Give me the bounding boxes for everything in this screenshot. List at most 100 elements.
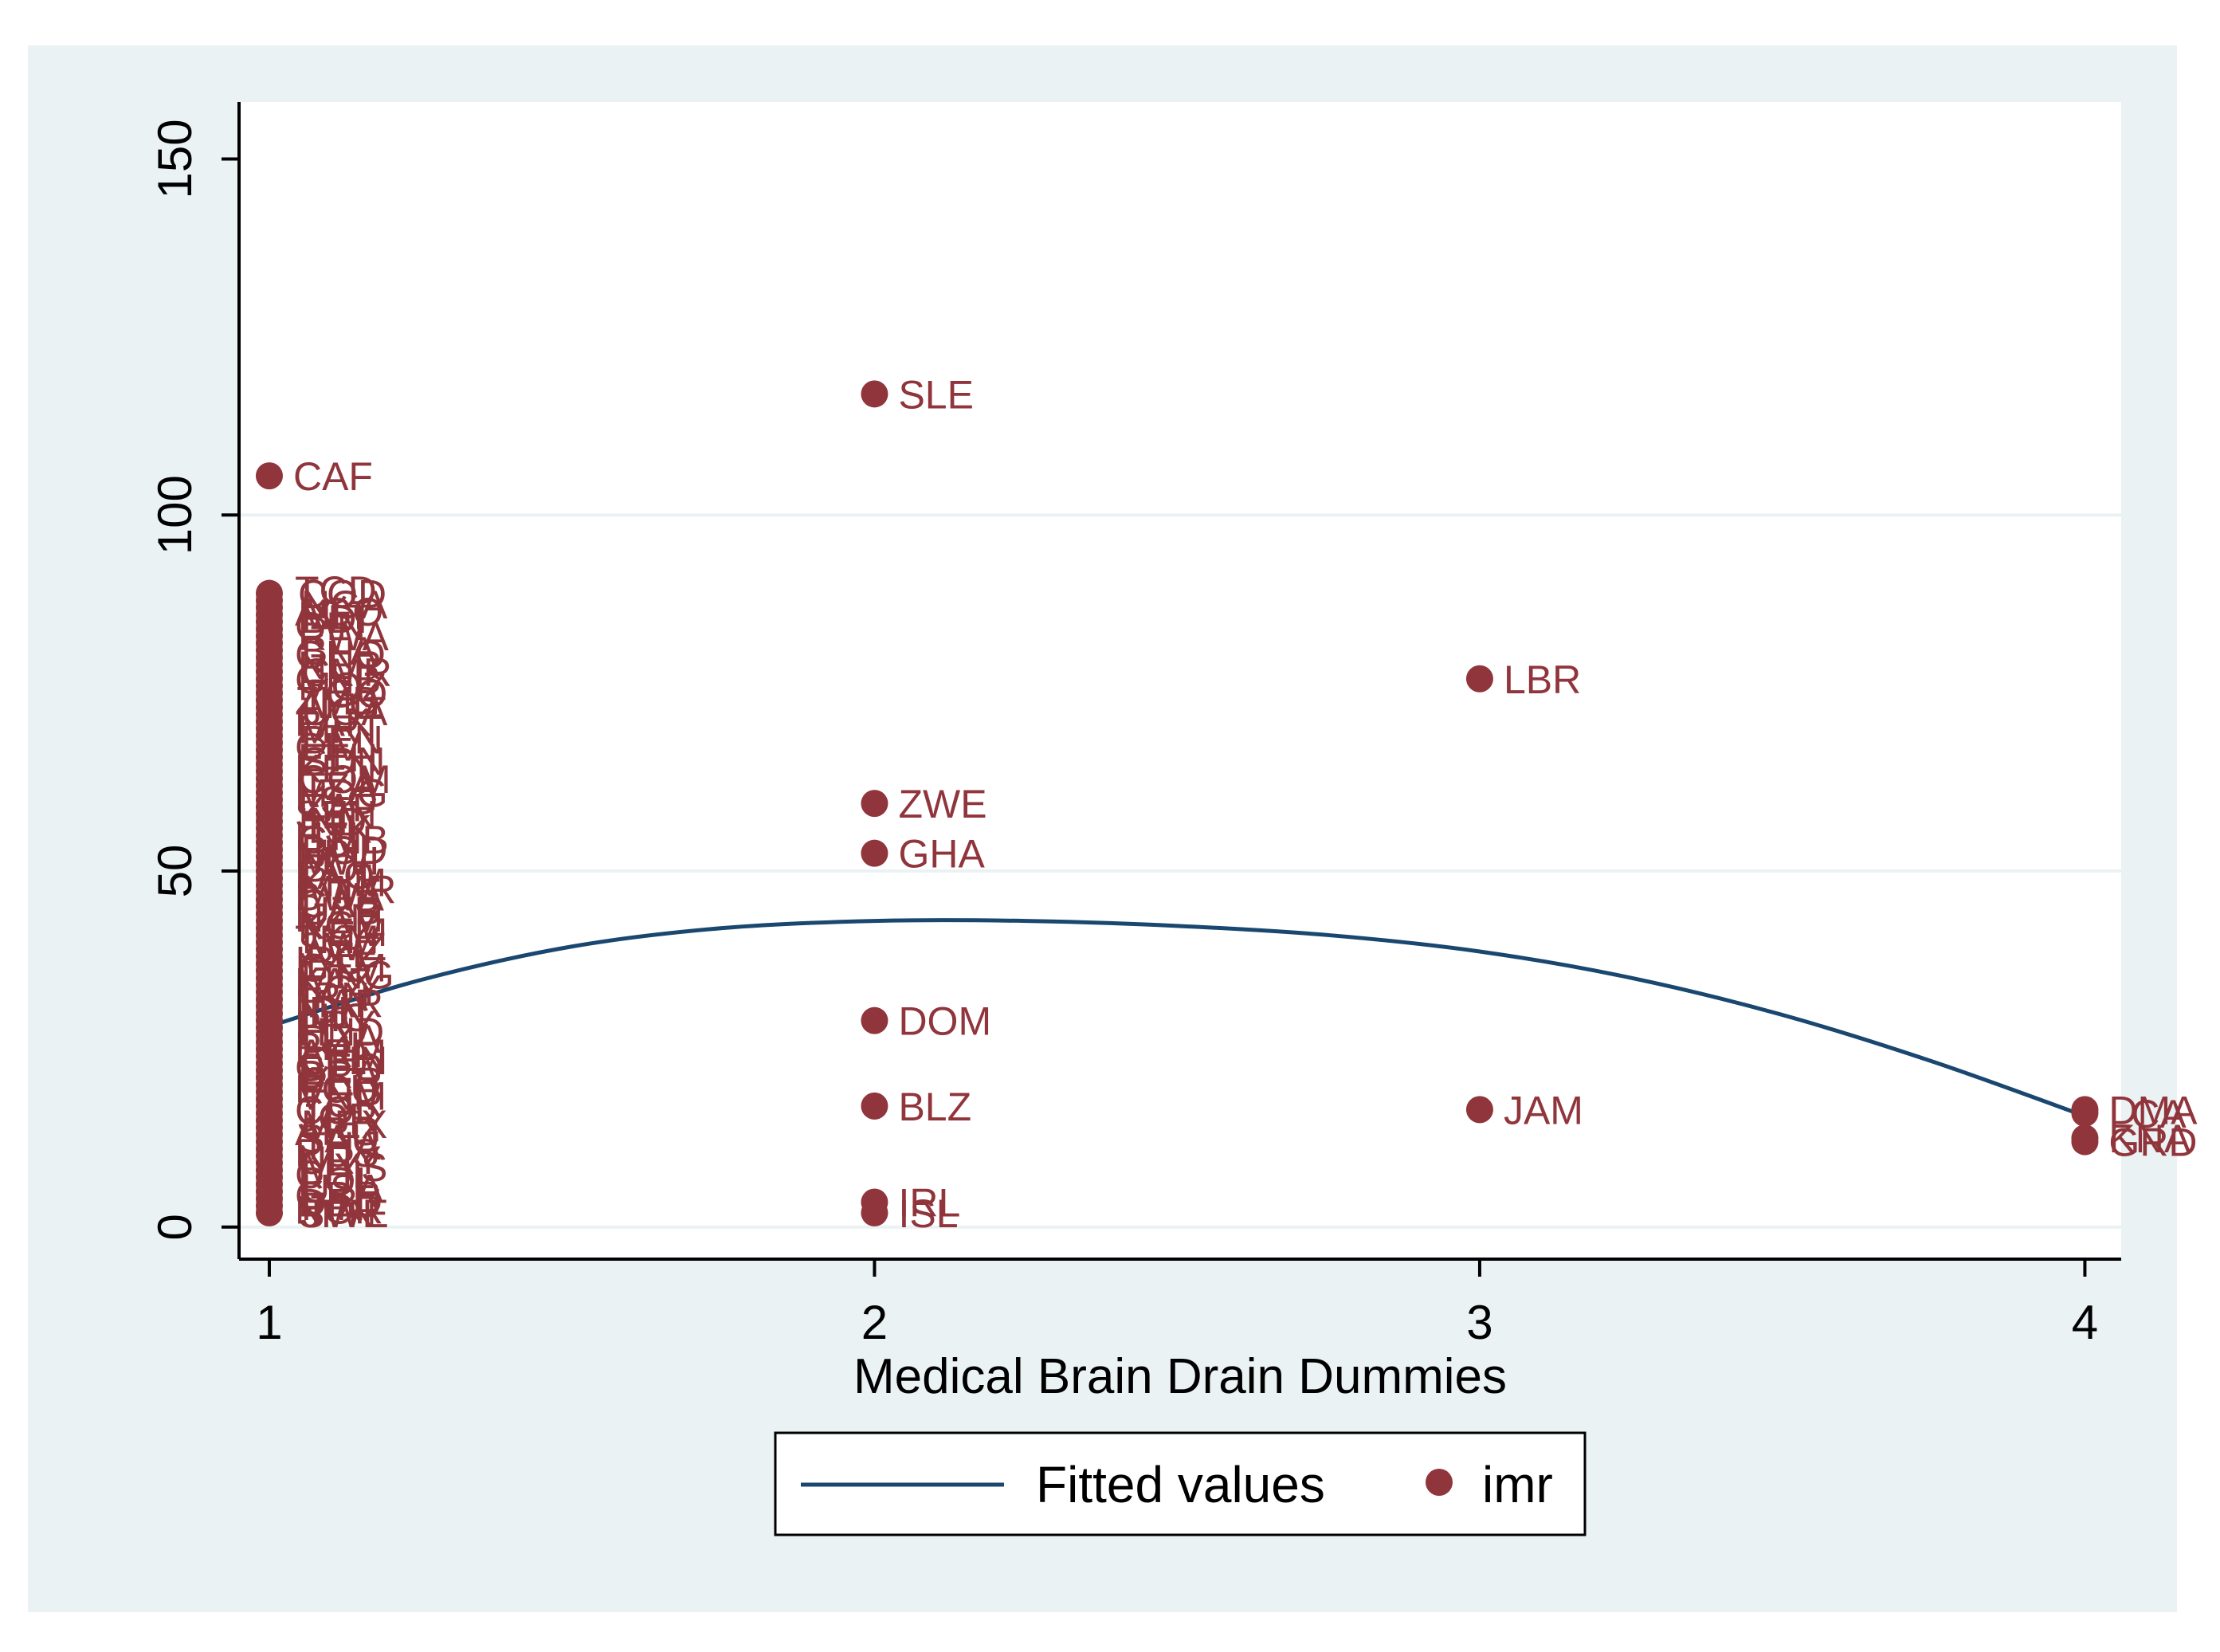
imr-point: [861, 1007, 888, 1034]
cluster-point-label: BOL: [301, 846, 381, 891]
cluster-point-label: MRT: [298, 707, 383, 751]
cluster-point-label: ARM: [298, 1031, 386, 1076]
cluster-point-label: KHM: [298, 860, 386, 904]
cluster-point-label: HND: [298, 1010, 384, 1054]
cluster-point-label: SAU: [298, 1116, 380, 1161]
imr-point-label: CAF: [293, 454, 373, 499]
cluster-point-label: MEX: [301, 1102, 387, 1147]
cluster-point-label: SWE: [298, 1191, 389, 1236]
cluster-point-label: MYS: [301, 1145, 387, 1190]
cluster-point-label: MNG: [301, 953, 394, 998]
cluster-point-label: RWA: [298, 614, 390, 659]
cluster-point-label: URY: [298, 1138, 382, 1183]
cluster-point-label: COM: [298, 757, 391, 802]
cluster-point-label: ZAF: [301, 786, 376, 830]
cluster-point-label: BGD: [301, 828, 387, 873]
imr-point-label: KNA: [2108, 1116, 2191, 1161]
cluster-point-label: BDI: [301, 597, 367, 642]
cluster-point-label: CIV: [295, 725, 362, 770]
cluster-point-label: MDG: [295, 771, 388, 816]
imr-point: [861, 1199, 888, 1226]
cluster-point-label: PHL: [295, 1024, 372, 1069]
legend: Fitted values imr: [774, 1431, 1587, 1536]
gridlines: [239, 513, 2121, 1229]
cluster-point-label: UGA: [301, 689, 388, 734]
cluster-point-label: AGO: [295, 590, 383, 634]
imr-point-label: IRL: [898, 1181, 960, 1226]
imr-point-label: SLE: [898, 372, 974, 417]
y-tick-label: 50: [148, 845, 202, 898]
imr-point: [1465, 1096, 1493, 1124]
cluster-point-label: COL: [295, 1088, 377, 1132]
cluster-point-label: FIN: [301, 1184, 366, 1229]
imr-point-label: JAM: [1504, 1088, 1583, 1132]
cluster-point-label: PER: [301, 1060, 383, 1105]
cluster-point-label: BEN: [301, 718, 383, 763]
cluster-point-label: MAR: [295, 981, 383, 1026]
y-tick-label: 0: [148, 1214, 202, 1240]
cluster-point-label: NER: [298, 643, 382, 688]
legend-label-imr: imr: [1482, 1456, 1553, 1513]
imr-point: [255, 1199, 283, 1226]
cluster-point-label: RUS: [295, 1131, 379, 1175]
imr-points: [255, 380, 2099, 1226]
imr-point-label: LCA: [2108, 1092, 2187, 1136]
cluster-point-label: GBR: [295, 1174, 381, 1218]
cluster-point-label: COD: [298, 572, 386, 617]
cluster-point-label: KGZ: [298, 903, 380, 948]
cluster-point-label: MOZ: [298, 665, 386, 709]
cluster-point-label: KAZ: [295, 960, 372, 1005]
imr-point-label: LBR: [1504, 657, 1581, 702]
imr-point: [861, 380, 888, 408]
x-tick-label: 2: [861, 1296, 888, 1349]
imr-point: [2071, 1128, 2099, 1156]
cluster-point-label: IDN: [298, 988, 367, 1033]
x-tick-label: 4: [2072, 1296, 2098, 1349]
cluster-point-label: VNM: [298, 1073, 386, 1118]
cluster-point-label: CMR: [301, 650, 392, 695]
imr-point: [255, 462, 283, 490]
cluster-point-label: NAM: [295, 896, 383, 940]
cluster-point-label: BWA: [295, 874, 385, 919]
imr-point-label: DOM: [898, 999, 991, 1044]
cluster-point-label: NIC: [301, 995, 370, 1040]
imr-point-label: BLZ: [898, 1085, 971, 1129]
cluster-point-label: TGO: [301, 672, 387, 716]
cluster-point-label: SWZ: [298, 924, 386, 969]
imr-point: [861, 790, 888, 818]
cluster-point-label: JPN: [301, 1191, 376, 1236]
cluster-point-label: MWI: [298, 839, 380, 884]
cluster-point-label: TJK: [301, 806, 372, 851]
imr-point: [861, 1092, 888, 1120]
cluster-point-label: NOR: [295, 1187, 383, 1232]
imr-point-label: DMA: [2108, 1088, 2198, 1132]
imr-point: [2071, 1099, 2099, 1127]
fitted-values-layer: [269, 918, 2086, 1118]
cluster-point-label: GEO: [295, 1046, 383, 1090]
imr-point: [861, 839, 888, 867]
x-tick-label: 3: [1466, 1296, 1492, 1349]
y-tick-label: 150: [148, 119, 202, 198]
cluster-point-label: TCD: [295, 568, 377, 613]
cluster-point-label: KEN: [295, 746, 377, 791]
cluster-point-label: GMB: [298, 818, 389, 862]
cluster-point-labels: TCDCODNGAAGOMLIBDIGINRWABFAGNQNERCMRGNBM…: [295, 568, 396, 1236]
plot-area: [239, 102, 2121, 1259]
cluster-point-label: IRQ: [295, 939, 366, 983]
cluster-point-label: LSO: [298, 779, 378, 823]
fitted-values-line: [269, 918, 2086, 1118]
cluster-point-label: THA: [301, 1124, 382, 1168]
cluster-point-label: MMR: [301, 867, 396, 912]
cluster-point-label: HTI: [295, 814, 359, 858]
cluster-point-label: DZA: [301, 1017, 382, 1061]
cluster-point-label: IND: [298, 799, 367, 844]
cluster-point-label: ZMB: [295, 679, 379, 724]
cluster-point-label: SEN: [295, 793, 377, 838]
cluster-point-label: AZE: [301, 932, 378, 976]
cluster-point-label: GIN: [295, 604, 366, 649]
cluster-point-label: NGA: [301, 583, 388, 627]
cluster-point-label: AFG: [298, 682, 380, 727]
cluster-point-label: USA: [301, 1167, 383, 1211]
